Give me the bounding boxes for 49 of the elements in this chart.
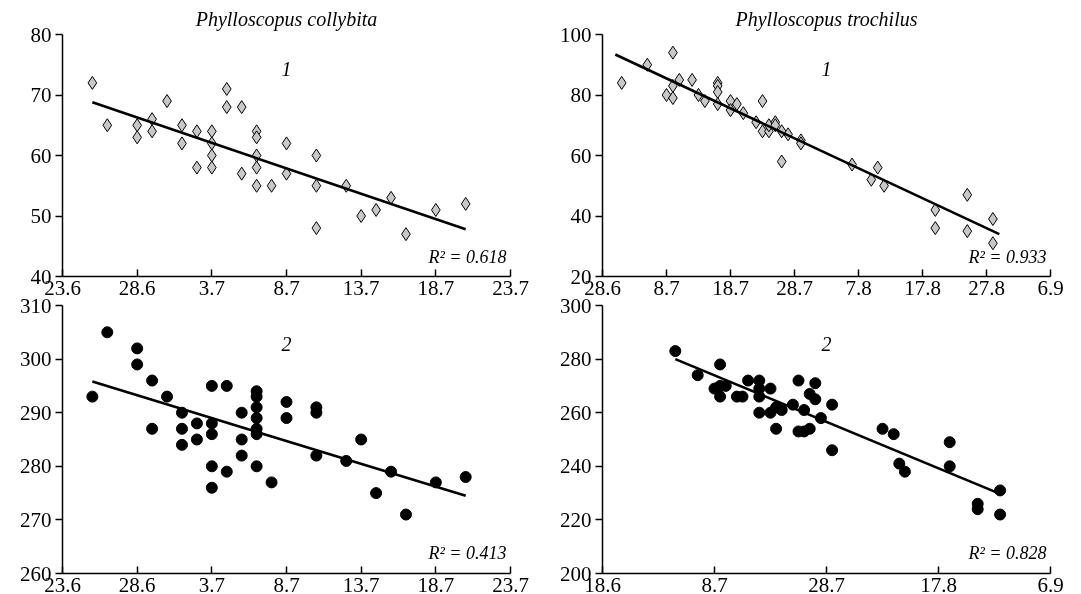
y-tick-label: 220 bbox=[560, 507, 592, 532]
x-tick-label: 18.7 bbox=[417, 275, 455, 300]
y-tick-label: 280 bbox=[560, 347, 592, 372]
annotation: R² = 0.618 bbox=[427, 246, 507, 267]
x-tick-label: 8.7 bbox=[273, 572, 300, 594]
annotation: R² = 0.413 bbox=[427, 542, 507, 563]
x-tick-label: 13.7 bbox=[342, 572, 380, 594]
y-tick-label: 100 bbox=[560, 22, 592, 47]
x-tick-label: 17.8 bbox=[904, 275, 941, 300]
x-tick-label: 17.8 bbox=[920, 572, 957, 594]
x-tick-label: 8.7 bbox=[701, 572, 728, 594]
x-tick-label: 3.7 bbox=[198, 572, 225, 594]
x-tick-label: 8.7 bbox=[653, 275, 680, 300]
x-tick-label: 7.8 bbox=[845, 275, 872, 300]
chart-title: Phylloscopus collybita bbox=[194, 7, 378, 31]
annotation: 1 bbox=[821, 57, 832, 80]
annotation: R² = 0.828 bbox=[967, 542, 1047, 563]
annotation: 2 bbox=[821, 333, 832, 356]
x-tick-label: 28.6 bbox=[118, 572, 156, 594]
y-tick-label: 50 bbox=[30, 204, 52, 228]
y-tick-label: 280 bbox=[20, 454, 52, 479]
annotation: R² = 0.933 bbox=[967, 246, 1047, 267]
x-tick-label: 8.7 bbox=[273, 275, 300, 300]
y-tick-label: 290 bbox=[20, 400, 52, 425]
annotation: 1 bbox=[281, 57, 292, 80]
x-tick-label: 28.7 bbox=[808, 572, 845, 594]
x-tick-label: 3.7 bbox=[198, 275, 225, 300]
x-tick-label: 23.7 bbox=[492, 275, 529, 300]
y-tick-label: 260 bbox=[560, 400, 592, 425]
x-tick-label: 28.7 bbox=[776, 275, 813, 300]
y-tick-label: 40 bbox=[570, 204, 592, 228]
y-tick-label: 70 bbox=[30, 83, 52, 107]
y-tick-label: 240 bbox=[560, 454, 592, 479]
y-tick-label: 80 bbox=[570, 83, 592, 107]
x-tick-label: 27.8 bbox=[968, 275, 1005, 300]
x-tick-label: 18.7 bbox=[712, 275, 749, 300]
y-tick-label: 80 bbox=[30, 22, 52, 47]
annotation: 2 bbox=[281, 333, 292, 356]
y-tick-label: 270 bbox=[20, 507, 52, 532]
y-tick-label: 300 bbox=[20, 347, 52, 372]
x-tick-label: 28.6 bbox=[118, 275, 156, 300]
y-tick-label: 60 bbox=[570, 143, 592, 168]
x-tick-label: 23.7 bbox=[492, 572, 529, 594]
x-tick-label: 6.9 bbox=[1037, 275, 1064, 300]
y-tick-label: 60 bbox=[30, 143, 52, 168]
x-tick-label: 6.9 bbox=[1037, 572, 1064, 594]
x-tick-label: 18.7 bbox=[417, 572, 455, 594]
x-tick-label: 13.7 bbox=[342, 275, 380, 300]
chart-title: Phylloscopus trochilus bbox=[734, 7, 918, 31]
